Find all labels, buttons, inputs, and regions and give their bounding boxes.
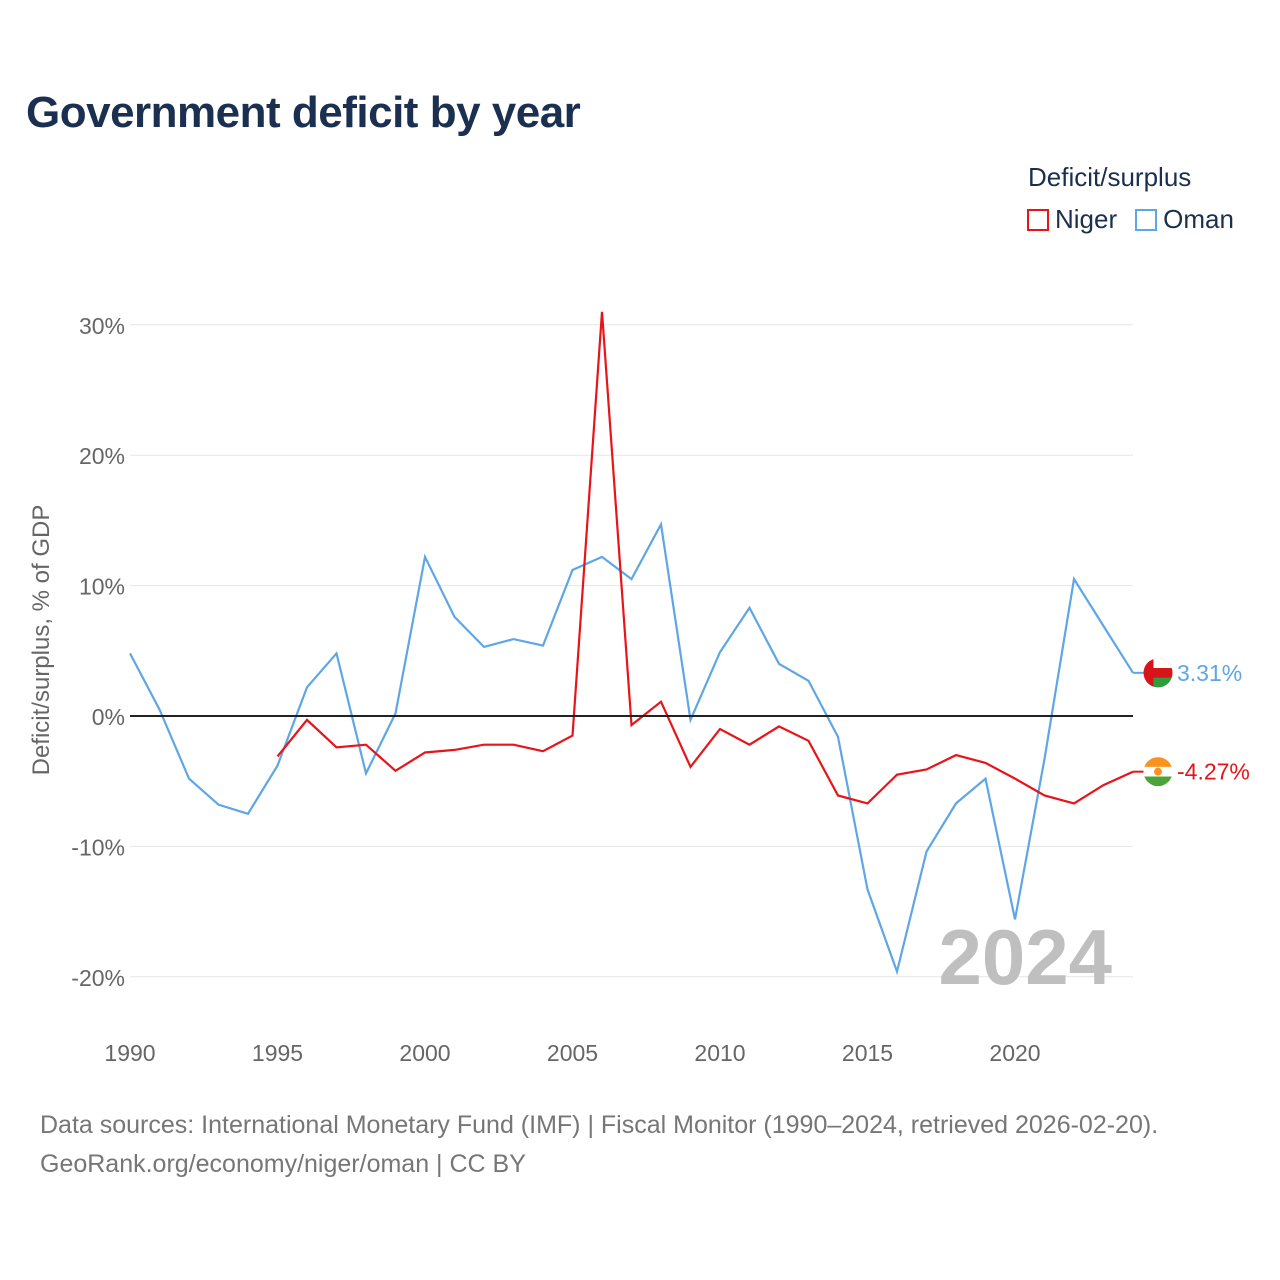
legend-swatch-niger (1027, 208, 1049, 231)
niger-end-label: -4.27% (1177, 759, 1250, 785)
niger-flag-icon (1143, 757, 1173, 787)
source-line-1: Data sources: International Monetary Fun… (40, 1111, 1159, 1139)
year-watermark: 2024 (938, 913, 1112, 1001)
legend-title: Deficit/surplus (1028, 162, 1192, 192)
y-tick-label: 0% (92, 704, 125, 730)
oman-end-label: 3.31% (1177, 660, 1242, 686)
y-tick-label: -10% (71, 834, 125, 860)
x-tick-label: 2020 (989, 1040, 1040, 1066)
x-tick-label: 1995 (252, 1040, 303, 1066)
legend-label-oman: Oman (1163, 204, 1234, 234)
series-line-niger[interactable] (276, 311, 1134, 805)
legend-item-oman[interactable]: Oman (1135, 204, 1234, 235)
legend-label-niger: Niger (1055, 204, 1118, 234)
legend-item-niger[interactable]: Niger (1027, 204, 1117, 235)
source-line-2[interactable]: GeoRank.org/economy/niger/oman | CC BY (40, 1150, 526, 1178)
chart-title: Government deficit by year (26, 88, 581, 137)
x-tick-label: 2015 (842, 1040, 893, 1066)
oman-flag-icon (1143, 658, 1173, 688)
x-tick-label: 2010 (694, 1040, 745, 1066)
y-tick-label: -20% (71, 965, 125, 991)
source-note: Data sources: International Monetary Fun… (40, 1106, 1158, 1184)
y-tick-label: 30% (79, 313, 125, 339)
x-tick-label: 2005 (547, 1040, 598, 1066)
legend-swatch-oman (1135, 208, 1158, 231)
y-tick-label: 10% (79, 574, 125, 600)
x-tick-label: 1990 (104, 1040, 155, 1066)
y-tick-label: 20% (79, 443, 125, 469)
legend: Niger Oman (1027, 204, 1234, 235)
series-line-oman[interactable] (129, 520, 1134, 976)
x-tick-label: 2000 (399, 1040, 450, 1066)
